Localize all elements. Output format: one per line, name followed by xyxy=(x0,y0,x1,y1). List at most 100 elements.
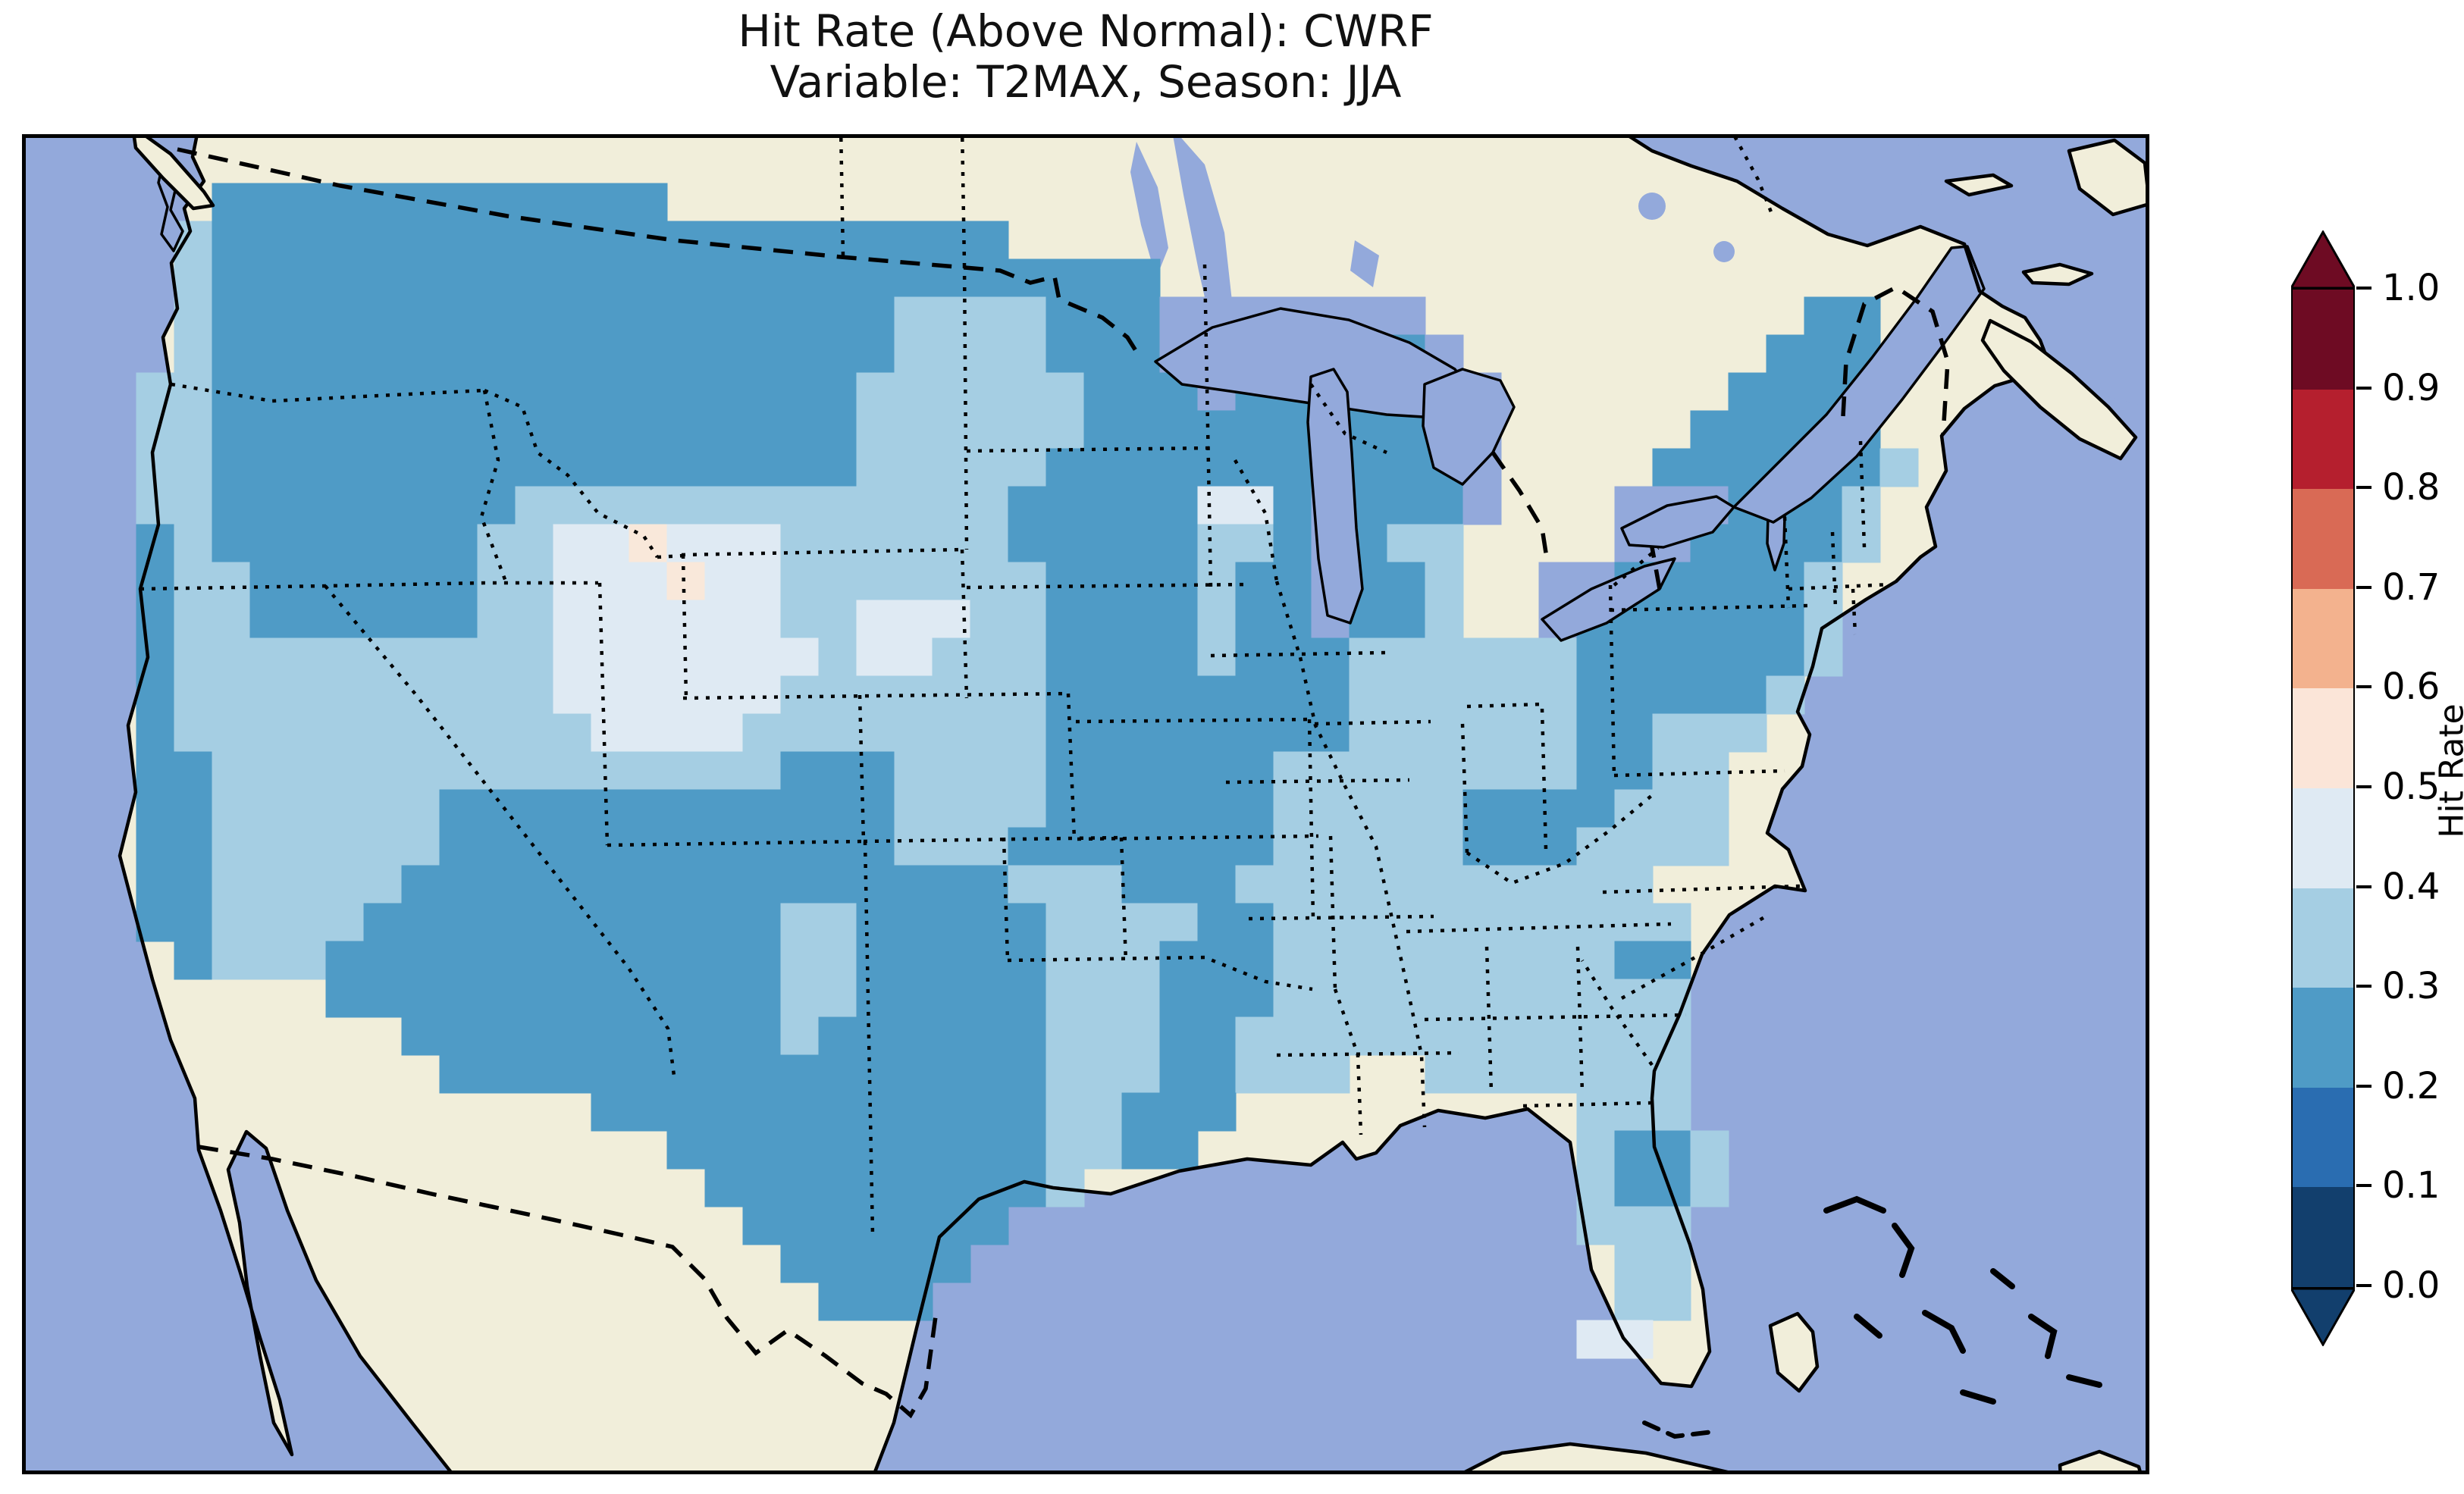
hit-rate-cell xyxy=(1121,524,1161,563)
hit-rate-cell xyxy=(1538,562,1578,601)
hit-rate-cell xyxy=(515,562,554,601)
hit-rate-cell xyxy=(1045,448,1085,487)
hit-rate-cell xyxy=(1159,637,1199,677)
hit-rate-cell xyxy=(212,562,251,601)
hit-rate-cell xyxy=(1197,827,1237,866)
hit-rate-cell xyxy=(666,1016,706,1056)
hit-rate-cell xyxy=(1121,789,1161,828)
hit-rate-cell xyxy=(1690,562,1729,601)
hit-rate-cell xyxy=(1728,372,1767,412)
hit-rate-cell xyxy=(780,524,820,563)
hit-rate-cell xyxy=(249,296,289,336)
hit-rate-cell xyxy=(1159,486,1199,525)
hit-rate-cell xyxy=(1121,675,1161,715)
hit-rate-cell xyxy=(287,562,327,601)
hit-rate-cell xyxy=(894,562,933,601)
colorbar-bin-0.7-0.8 xyxy=(2293,489,2353,589)
hit-rate-cell xyxy=(970,600,1009,639)
hit-rate-cell xyxy=(1462,486,1502,525)
hit-rate-cell xyxy=(1045,562,1085,601)
hit-rate-cell xyxy=(856,372,895,412)
hit-rate-cell xyxy=(1235,1054,1274,1094)
map-panel xyxy=(22,134,2149,1474)
hit-rate-cell xyxy=(1197,979,1237,1018)
hit-rate-cell xyxy=(325,448,365,487)
hit-rate-cell xyxy=(780,789,820,828)
hit-rate-cell xyxy=(894,334,933,374)
hit-rate-cell xyxy=(629,637,668,677)
hit-rate-cell xyxy=(363,372,403,412)
hit-rate-cell xyxy=(1576,713,1616,753)
hit-rate-cell xyxy=(1045,637,1085,677)
hit-rate-cell xyxy=(401,486,440,525)
hit-rate-cell xyxy=(212,637,251,677)
hit-rate-cell xyxy=(1045,865,1085,904)
hit-rate-cell xyxy=(591,1092,630,1132)
hit-rate-cell xyxy=(1121,562,1161,601)
hit-rate-cell xyxy=(1614,903,1654,942)
hit-rate-cell xyxy=(1500,751,1540,791)
hit-rate-cell xyxy=(1614,979,1654,1018)
hit-rate-cell xyxy=(1728,713,1767,753)
hit-rate-cell xyxy=(704,941,744,980)
hit-rate-cell xyxy=(1121,713,1161,753)
hit-rate-cell xyxy=(1159,1054,1199,1094)
hit-rate-cell xyxy=(1500,903,1540,942)
hit-rate-cell xyxy=(742,979,782,1018)
hit-rate-cell xyxy=(325,296,365,336)
hit-rate-cell xyxy=(174,713,213,753)
hit-rate-cell xyxy=(1008,296,1047,336)
hit-rate-cell xyxy=(1235,562,1274,601)
hit-rate-cell xyxy=(591,675,630,715)
hit-rate-cell xyxy=(1273,562,1312,601)
hit-rate-cell xyxy=(856,1244,895,1283)
hit-rate-cell xyxy=(401,524,440,563)
hit-rate-cell xyxy=(1045,979,1085,1018)
hit-rate-cell xyxy=(1121,1054,1161,1094)
colorbar-tick-mark xyxy=(2356,685,2372,688)
hit-rate-cell xyxy=(1083,713,1123,753)
hit-rate-cell xyxy=(1766,372,1805,412)
hit-rate-cell xyxy=(1804,334,1843,374)
hit-rate-cell xyxy=(249,258,289,298)
hit-rate-cell xyxy=(970,524,1009,563)
hit-rate-cell xyxy=(1387,675,1426,715)
hit-rate-cell xyxy=(1197,1016,1237,1056)
hit-rate-cell xyxy=(780,865,820,904)
hit-rate-cell xyxy=(515,334,554,374)
hit-rate-cell xyxy=(856,903,895,942)
hit-rate-cell xyxy=(1690,1168,1729,1207)
hit-rate-cell xyxy=(1652,1206,1691,1245)
hit-rate-cell xyxy=(1425,941,1464,980)
hit-rate-cell xyxy=(704,1092,744,1132)
state-borders-east xyxy=(1484,440,1892,1108)
hit-rate-cell xyxy=(1045,600,1085,639)
hit-rate-cell xyxy=(325,941,365,980)
hit-rate-cell xyxy=(363,827,403,866)
hit-rate-cell xyxy=(1045,524,1085,563)
hit-rate-cell xyxy=(818,675,857,715)
hit-rate-cell xyxy=(1197,524,1237,563)
hit-rate-cell xyxy=(249,865,289,904)
hit-rate-cell xyxy=(477,296,516,336)
hit-rate-cell xyxy=(325,979,365,1018)
colorbar: 1.0 0.9 0.8 0.7 0.6 0.5 0.4 0.3 0.2 0.1 0.0 xyxy=(2291,230,2464,1346)
hit-rate-cell xyxy=(932,637,971,677)
colorbar-segments xyxy=(2291,288,2355,1289)
hit-rate-cell xyxy=(136,675,175,715)
hit-rate-cell xyxy=(591,1016,630,1056)
hit-rate-cell xyxy=(818,1054,857,1094)
hit-rate-cell xyxy=(818,334,857,374)
hit-rate-cell xyxy=(894,713,933,753)
hit-rate-cell xyxy=(1614,751,1654,791)
hit-rate-cell xyxy=(1842,524,1881,563)
hit-rate-cell xyxy=(629,751,668,791)
hit-rate-cell xyxy=(439,221,478,260)
hit-rate-cell xyxy=(629,865,668,904)
anticosti-island xyxy=(1944,173,2014,197)
hit-rate-cell xyxy=(666,486,706,525)
hit-rate-cell xyxy=(742,789,782,828)
hit-rate-cell xyxy=(212,941,251,980)
figure-title: Hit Rate (Above Normal): CWRF Variable: … xyxy=(22,6,2149,108)
hit-rate-cell xyxy=(401,827,440,866)
